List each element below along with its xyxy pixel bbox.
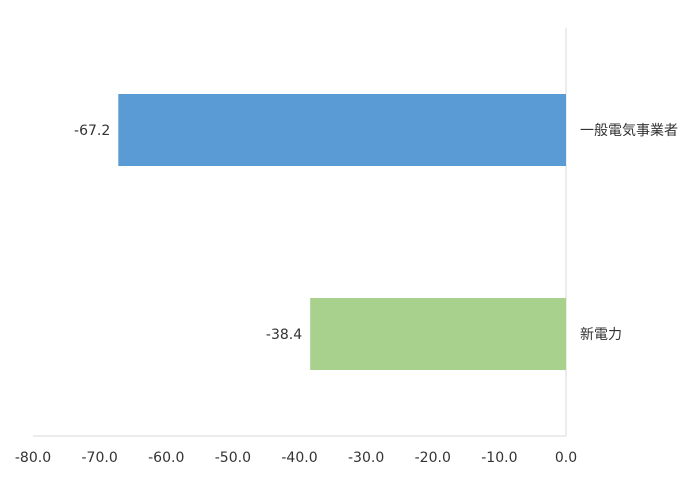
category-label-2: 新電力 [580,327,622,343]
x-tick-label: -30.0 [348,450,384,466]
x-tick-label: -10.0 [481,450,517,466]
category-label-1: 一般電気事業者 [580,123,678,139]
x-tick-label: -80.0 [15,450,51,466]
bar-2 [310,298,566,370]
data-label-2: -38.4 [266,327,302,343]
data-label-1: -67.2 [74,123,110,139]
x-tick-label: -60.0 [148,450,184,466]
x-tick-label: 0.0 [555,450,577,466]
x-tick-label: -50.0 [215,450,251,466]
x-tick-label: -40.0 [281,450,317,466]
x-tick-label: -70.0 [82,450,118,466]
bar-1 [118,94,566,166]
x-tick-label: -20.0 [415,450,451,466]
